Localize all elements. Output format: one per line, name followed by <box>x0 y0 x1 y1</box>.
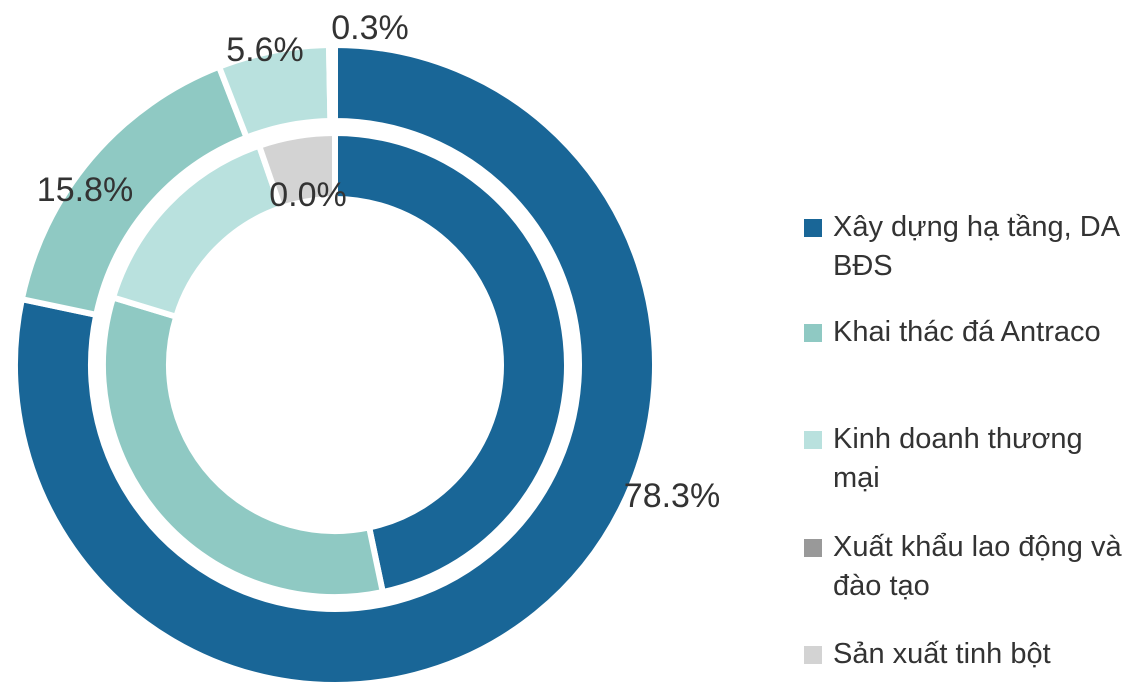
legend-label: Xây dựng hạ tầng, DA BĐS <box>833 211 1121 282</box>
legend-line: đào tạo <box>833 570 930 602</box>
slice <box>100 293 387 600</box>
legend-line: Xây dựng hạ tầng, DA <box>833 211 1121 243</box>
value-label: 5.6% <box>226 31 304 69</box>
slice <box>12 41 658 686</box>
legend-swatch <box>804 431 822 449</box>
legend-swatch <box>804 219 822 237</box>
legend-line: BĐS <box>833 250 893 282</box>
legend-line: Sản xuất tinh bột <box>833 638 1051 670</box>
legend-label: Khai thác đá Antraco <box>833 316 1101 348</box>
value-label: 78.3% <box>624 477 720 515</box>
slice <box>255 129 338 212</box>
legend-label: Sản xuất tinh bột <box>833 638 1051 670</box>
legend-line: Kinh doanh thương <box>833 423 1083 455</box>
legend-line: Xuất khẩu lao động và <box>833 531 1122 563</box>
legend-label: Kinh doanh thương mại <box>833 423 1083 494</box>
legend-swatch <box>804 324 822 342</box>
legend-swatch <box>804 646 822 664</box>
legend-line: Khai thác đá Antraco <box>833 316 1101 348</box>
value-label: 0.3% <box>331 9 409 47</box>
legend-label: Xuất khẩu lao động và đào tạo <box>833 531 1122 602</box>
slice <box>332 129 570 596</box>
value-label: 0.0% <box>269 176 347 214</box>
legend-line: mại <box>833 462 880 494</box>
legend-swatch <box>804 539 822 557</box>
slice <box>325 41 338 125</box>
value-label: 15.8% <box>37 171 133 209</box>
